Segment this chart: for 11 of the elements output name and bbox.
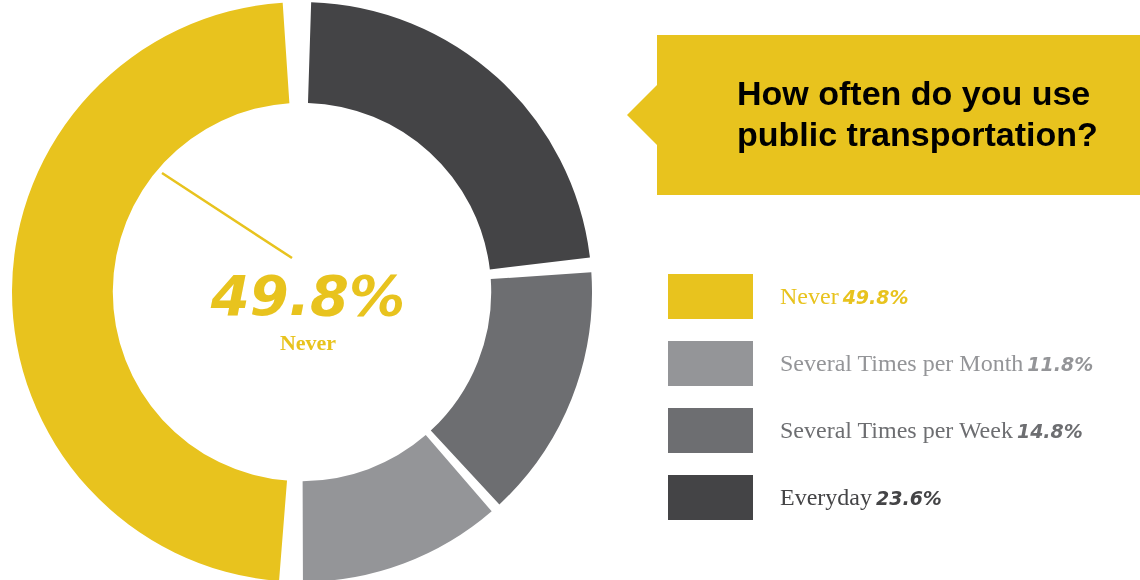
data-label: 49.8% (842, 286, 909, 308)
legend-label: Several Times per Month (780, 350, 1024, 376)
data-label: 14.8% (1016, 420, 1083, 442)
text: Never (278, 330, 338, 356)
text: How often do you use public transportation? (657, 35, 1140, 195)
legend-label: Never (780, 283, 839, 309)
text: 49.8% (209, 263, 407, 328)
legend-label: Several Times per Week (780, 417, 1013, 443)
legend-label: Everyday (780, 484, 872, 510)
data-label: 23.6% (875, 487, 942, 509)
data-label: 11.8% (1027, 353, 1094, 375)
